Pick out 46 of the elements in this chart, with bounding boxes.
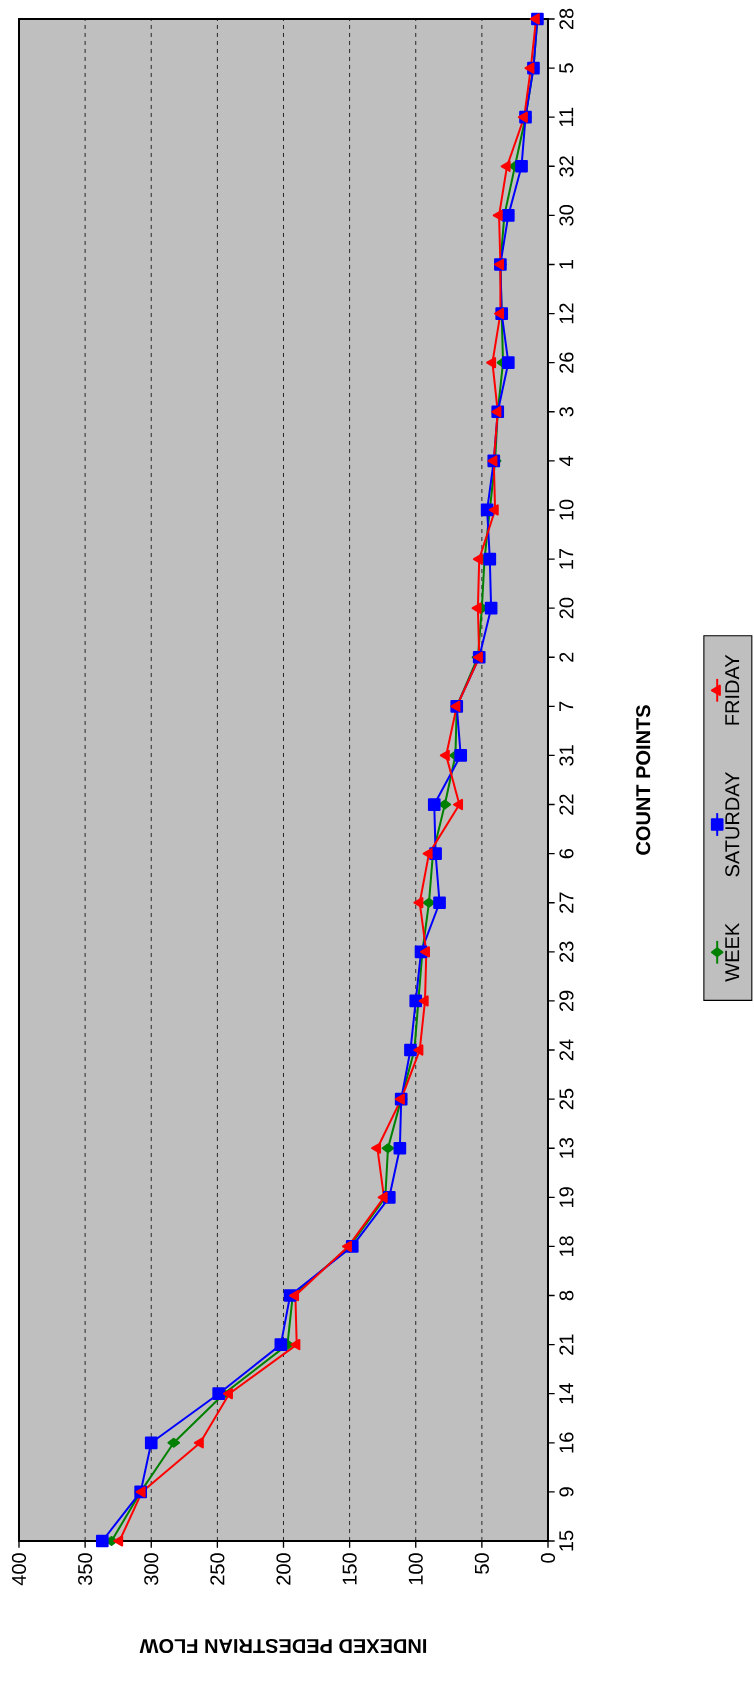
y-tick-label: 29 bbox=[559, 990, 574, 1012]
y-tick-label: 21 bbox=[559, 1334, 574, 1355]
x-tick-label: 150 bbox=[342, 1553, 357, 1585]
y-tick-label: 32 bbox=[559, 156, 574, 177]
y-tick-label: 24 bbox=[559, 1039, 574, 1061]
x-tick-label: 100 bbox=[408, 1553, 423, 1585]
y-tick-label: 16 bbox=[559, 1432, 574, 1453]
x-tick-label: 300 bbox=[144, 1553, 159, 1585]
y-tick-label: 20 bbox=[559, 597, 574, 619]
y-tick-label: 10 bbox=[559, 499, 574, 520]
y-tick-label: 26 bbox=[559, 352, 574, 373]
legend-label: FRIDAY bbox=[725, 654, 740, 725]
y-tick-label: 22 bbox=[559, 794, 574, 815]
y-tick-label: 11 bbox=[559, 107, 574, 127]
y-tick-label: 3 bbox=[559, 407, 574, 417]
x-tick-label: 0 bbox=[540, 1553, 556, 1563]
y-tick-label: 9 bbox=[559, 1487, 574, 1497]
y-tick-label: 28 bbox=[559, 8, 574, 30]
y-tick-label: 31 bbox=[559, 745, 574, 766]
y-tick-label: 8 bbox=[559, 1290, 574, 1301]
y-tick-label: 25 bbox=[559, 1088, 574, 1110]
y-tick-label: 30 bbox=[559, 205, 574, 226]
legend-label: SATURDAY bbox=[725, 771, 740, 877]
y-tick-label: 18 bbox=[559, 1236, 574, 1257]
y-tick-label: 12 bbox=[559, 303, 574, 324]
x-tick-label: 250 bbox=[210, 1553, 225, 1585]
y-tick-label: 19 bbox=[559, 1187, 574, 1207]
y-tick-label: 7 bbox=[559, 701, 574, 711]
x-tick-label: 200 bbox=[276, 1553, 291, 1585]
x-axis-title: INDEXED PEDESTRIAN FLOW bbox=[139, 1638, 427, 1654]
x-tick-label: 400 bbox=[11, 1553, 27, 1586]
y-tick-label: 13 bbox=[559, 1137, 574, 1158]
y-tick-label: 1 bbox=[559, 259, 574, 269]
legend-label: WEEK bbox=[725, 923, 740, 982]
x-tick-label: 50 bbox=[474, 1553, 489, 1574]
y-tick-label: 17 bbox=[559, 548, 574, 569]
y-tick-label: 23 bbox=[559, 941, 574, 962]
y-tick-label: 5 bbox=[559, 63, 574, 73]
x-tick-label: 350 bbox=[78, 1553, 93, 1585]
y-tick-label: 14 bbox=[559, 1383, 574, 1404]
y-tick-label: 4 bbox=[559, 455, 574, 466]
y-tick-label: 27 bbox=[559, 892, 574, 913]
y-tick-label: 6 bbox=[559, 848, 574, 859]
y-tick-label: 2 bbox=[559, 652, 574, 662]
y-axis-title: COUNT POINTS bbox=[636, 705, 651, 855]
y-tick-label: 15 bbox=[559, 1530, 574, 1551]
